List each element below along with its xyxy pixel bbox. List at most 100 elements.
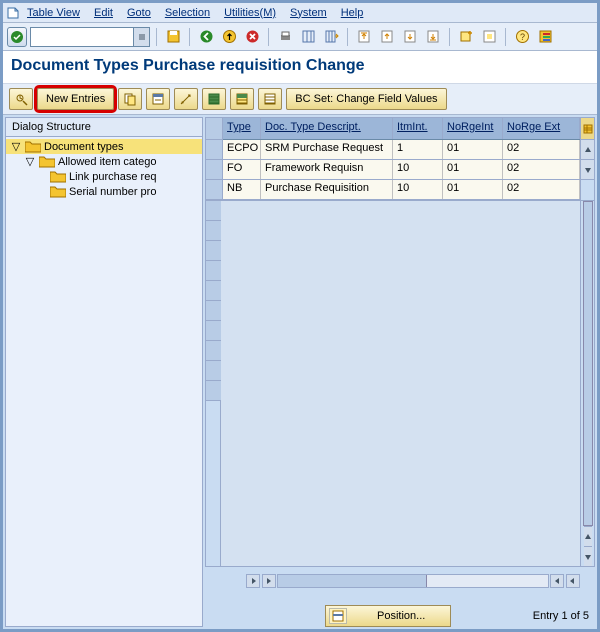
scroll-right-icon[interactable] (550, 574, 564, 588)
menu-edit[interactable]: Edit (88, 5, 119, 21)
select-block-icon[interactable] (230, 88, 254, 110)
select-all-icon[interactable] (202, 88, 226, 110)
undo-icon[interactable] (174, 88, 198, 110)
col-desc[interactable]: Doc. Type Descript. (261, 118, 393, 139)
chevron-down-icon[interactable] (133, 28, 149, 46)
row-selector[interactable] (206, 281, 222, 301)
row-selector[interactable] (206, 201, 222, 221)
row-selector[interactable] (206, 221, 222, 241)
col-norgeext[interactable]: NoRge Ext (503, 118, 580, 139)
menu-system[interactable]: System (284, 5, 333, 21)
cell-type[interactable]: ECPO (223, 140, 261, 159)
cell-desc[interactable]: SRM Purchase Request (261, 140, 393, 159)
window-icon (7, 7, 19, 19)
grid-settings-icon[interactable] (581, 118, 594, 140)
folder-icon (50, 185, 66, 198)
row-selector[interactable] (206, 301, 222, 321)
new-session-icon[interactable] (456, 27, 476, 47)
menu-goto[interactable]: Goto (121, 5, 157, 21)
tree-label: Allowed item catego (58, 156, 156, 168)
display-change-icon[interactable] (9, 88, 33, 110)
save-icon[interactable] (163, 27, 183, 47)
find-next-icon[interactable] (321, 27, 341, 47)
cell-itmint[interactable]: 1 (393, 140, 443, 159)
position-button[interactable]: Position... (325, 605, 451, 627)
row-selector[interactable] (206, 160, 222, 180)
table-row[interactable]: FOFramework Requisn100102 (223, 160, 580, 180)
exit-icon[interactable] (219, 27, 239, 47)
tree-document-types[interactable]: ▽ Document types (6, 139, 202, 154)
prev-page-icon[interactable] (377, 27, 397, 47)
first-page-icon[interactable] (354, 27, 374, 47)
find-icon[interactable] (298, 27, 318, 47)
cell-desc[interactable]: Purchase Requisition (261, 180, 393, 199)
scroll-up-icon[interactable] (581, 140, 594, 160)
cell-norgeint[interactable]: 01 (443, 140, 503, 159)
menu-tableview[interactable]: Table View (21, 5, 86, 21)
scroll-down-icon[interactable] (581, 160, 594, 180)
disclosure-icon[interactable]: ▽ (24, 155, 36, 168)
table-row[interactable]: ECPOSRM Purchase Request10102 (223, 140, 580, 160)
deselect-all-icon[interactable] (258, 88, 282, 110)
row-selector[interactable] (206, 180, 222, 200)
row-selector[interactable] (206, 341, 222, 361)
bcset-button[interactable]: BC Set: Change Field Values (286, 88, 446, 110)
col-norgeint[interactable]: NoRgeInt (443, 118, 503, 139)
dialog-structure-title: Dialog Structure (6, 118, 202, 137)
generate-shortcut-icon[interactable] (479, 27, 499, 47)
scroll-up-icon[interactable] (584, 526, 592, 546)
new-entries-button[interactable]: New Entries (37, 88, 114, 110)
cell-desc[interactable]: Framework Requisn (261, 160, 393, 179)
help-icon[interactable]: ? (512, 27, 532, 47)
cell-norgeint[interactable]: 01 (443, 160, 503, 179)
cell-norgeext[interactable]: 02 (503, 180, 580, 199)
menu-selection[interactable]: Selection (159, 5, 216, 21)
row-selector[interactable] (206, 381, 222, 401)
row-selector[interactable] (206, 321, 222, 341)
tree-label: Link purchase req (69, 171, 156, 183)
tree-label: Document types (44, 141, 123, 153)
delete-icon[interactable] (146, 88, 170, 110)
folder-icon (50, 170, 66, 183)
next-page-icon[interactable] (400, 27, 420, 47)
position-label: Position... (355, 610, 447, 622)
cell-itmint[interactable]: 10 (393, 160, 443, 179)
copy-as-icon[interactable] (118, 88, 142, 110)
scroll-down-icon[interactable] (584, 546, 592, 566)
row-selector[interactable] (206, 241, 222, 261)
row-selector[interactable] (206, 361, 222, 381)
row-selector[interactable] (206, 261, 222, 281)
row-selector[interactable] (206, 140, 222, 160)
print-icon[interactable] (275, 27, 295, 47)
cell-norgeint[interactable]: 01 (443, 180, 503, 199)
tree-link-purchase[interactable]: Link purchase req (6, 169, 202, 184)
row-header-corner[interactable] (206, 118, 222, 140)
col-itmint[interactable]: ItmInt. (393, 118, 443, 139)
cancel-icon[interactable] (242, 27, 262, 47)
cell-norgeext[interactable]: 02 (503, 140, 580, 159)
folder-icon (39, 155, 55, 168)
back-icon[interactable] (196, 27, 216, 47)
cell-type[interactable]: FO (223, 160, 261, 179)
separator (347, 28, 348, 46)
scroll-home-icon[interactable] (246, 574, 260, 588)
layout-icon[interactable] (535, 27, 555, 47)
col-type[interactable]: Type (223, 118, 261, 139)
scroll-left-icon[interactable] (262, 574, 276, 588)
last-page-icon[interactable] (423, 27, 443, 47)
table-row[interactable]: NBPurchase Requisition100102 (223, 180, 580, 200)
cell-norgeext[interactable]: 02 (503, 160, 580, 179)
cell-type[interactable]: NB (223, 180, 261, 199)
horizontal-scrollbar[interactable] (205, 573, 595, 589)
folder-icon (25, 140, 41, 153)
tree-serial-number[interactable]: Serial number pro (6, 184, 202, 199)
cell-itmint[interactable]: 10 (393, 180, 443, 199)
menu-help[interactable]: Help (335, 5, 370, 21)
disclosure-icon[interactable]: ▽ (10, 140, 22, 153)
menu-utilities[interactable]: Utilities(M) (218, 5, 282, 21)
command-field[interactable] (30, 27, 150, 47)
menubar: Table View Edit Goto Selection Utilities… (3, 3, 597, 23)
enter-button[interactable] (7, 27, 27, 47)
tree-allowed-item[interactable]: ▽ Allowed item catego (6, 154, 202, 169)
scroll-end-icon[interactable] (566, 574, 580, 588)
